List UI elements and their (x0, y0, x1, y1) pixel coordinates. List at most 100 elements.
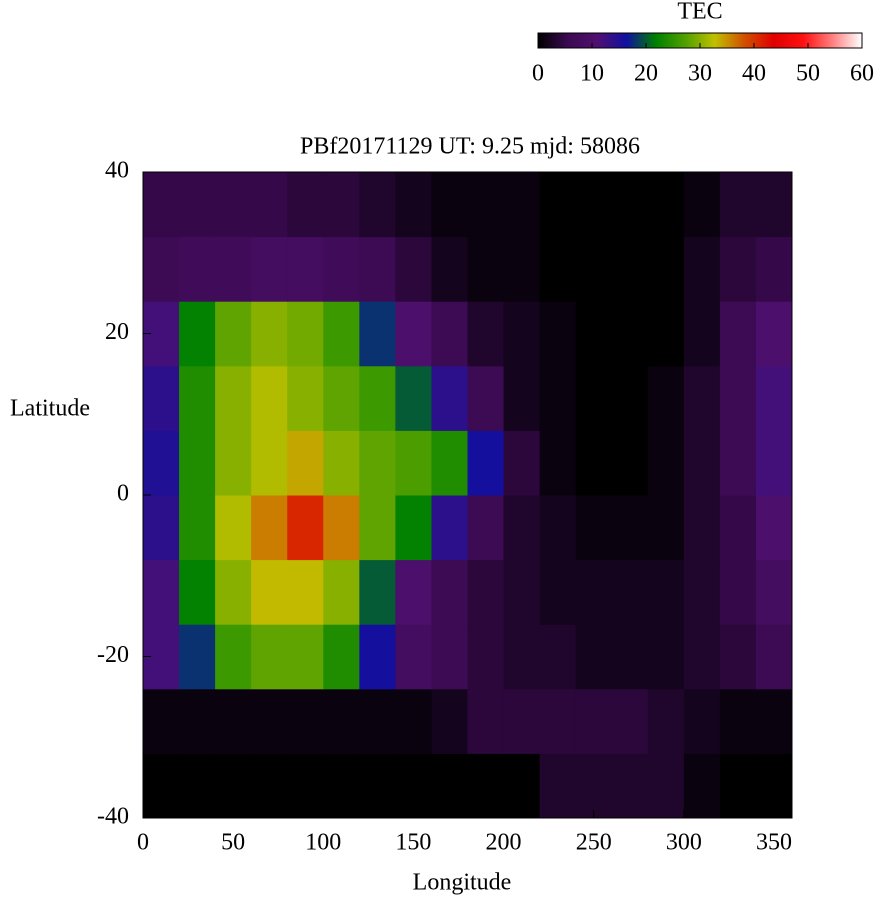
heatmap-cell (359, 495, 396, 561)
heatmap-cell (467, 236, 505, 302)
heatmap-cell (215, 495, 252, 561)
heatmap-cell (539, 624, 577, 690)
heatmap-cell (719, 430, 757, 496)
heatmap-cell (647, 236, 685, 302)
heatmap-cell (431, 753, 468, 819)
heatmap-cell (287, 559, 324, 625)
heatmap-cell (755, 559, 793, 625)
heatmap-cell (647, 301, 685, 367)
heatmap-cell (539, 430, 577, 496)
heatmap-cell (647, 495, 685, 561)
heatmap-cell (539, 495, 577, 561)
heatmap-cell (179, 430, 216, 496)
heatmap-cell (287, 624, 324, 690)
heatmap-cell (143, 236, 180, 302)
heatmap-cell (395, 236, 432, 302)
heatmap-cell (467, 301, 505, 367)
heatmap-cell (755, 495, 793, 561)
heatmap-cell (611, 753, 649, 819)
heatmap-cell (467, 753, 505, 819)
heatmap-cell (395, 753, 432, 819)
heatmap-cell (539, 172, 577, 238)
heatmap-cell (611, 430, 649, 496)
heatmap-cell (215, 301, 252, 367)
heatmap-cell (575, 430, 613, 496)
heatmap-cell (359, 365, 396, 431)
heatmap-cell (503, 559, 541, 625)
heatmap-cell (647, 624, 685, 690)
y-tick-label: -20 (97, 642, 129, 668)
heatmap-cell (431, 301, 468, 367)
heatmap-cell (215, 688, 252, 754)
heatmap-cell (431, 430, 468, 496)
heatmap-cell (431, 495, 468, 561)
heatmap-cell (647, 430, 685, 496)
heatmap-cell (431, 236, 468, 302)
heatmap-cell (395, 430, 432, 496)
heatmap-cell (575, 753, 613, 819)
heatmap-cell (287, 365, 324, 431)
heatmap-cell (503, 495, 541, 561)
heatmap-cell (755, 430, 793, 496)
heatmap-cell (179, 624, 216, 690)
heatmap-cell (611, 495, 649, 561)
heatmap-cell (323, 559, 360, 625)
heatmap-cell (575, 172, 613, 238)
heatmap-cell (287, 236, 324, 302)
heatmap-cell (503, 624, 541, 690)
heatmap-cell (251, 495, 288, 561)
heatmap-cell (251, 559, 288, 625)
heatmap-cell (611, 688, 649, 754)
heatmap-cell (359, 753, 396, 819)
heatmap-cell (719, 495, 757, 561)
colorbar-tick-label: 60 (850, 61, 874, 87)
heatmap-cell (215, 559, 252, 625)
heatmap-cell (683, 236, 721, 302)
heatmap-cell (575, 236, 613, 302)
colorbar-tick-label: 30 (688, 61, 712, 87)
heatmap-cell (467, 559, 505, 625)
heatmap-cell (143, 172, 180, 238)
heatmap-cell (431, 624, 468, 690)
heatmap-cell (719, 624, 757, 690)
heatmap-cell (683, 301, 721, 367)
y-axis-label: Latitude (10, 396, 90, 422)
x-tick-label: 0 (137, 830, 149, 856)
heatmap-cell (287, 688, 324, 754)
x-tick-label: 150 (395, 830, 431, 856)
y-tick-label: 20 (105, 319, 129, 345)
heatmap-cell (611, 236, 649, 302)
colorbar-tick-label: 40 (742, 61, 766, 87)
heatmap-cell (359, 236, 396, 302)
heatmap-cell (719, 559, 757, 625)
heatmap-cell (575, 559, 613, 625)
heatmap-cell (575, 365, 613, 431)
heatmap-cell (143, 430, 180, 496)
colorbar-title: TEC (677, 0, 722, 25)
heatmap-cell (683, 172, 721, 238)
heatmap-cell (179, 301, 216, 367)
heatmap-cell (467, 688, 505, 754)
heatmap-cell (647, 365, 685, 431)
heatmap-cell (647, 688, 685, 754)
heatmap-cell (503, 753, 541, 819)
heatmap-cell (539, 559, 577, 625)
heatmap-cell (251, 365, 288, 431)
y-tick-label: 40 (105, 158, 129, 184)
heatmap-cell (395, 172, 432, 238)
heatmap-cell (755, 365, 793, 431)
heatmap-cell (143, 559, 180, 625)
y-tick-label: 0 (117, 481, 129, 507)
heatmap-cell (251, 430, 288, 496)
heatmap-cell (575, 688, 613, 754)
heatmap-cell (323, 688, 360, 754)
heatmap-cell (503, 236, 541, 302)
heatmap-cell (395, 688, 432, 754)
heatmap-cell (755, 688, 793, 754)
heatmap-cell (683, 753, 721, 819)
heatmap-cell (683, 430, 721, 496)
heatmap-cell (719, 172, 757, 238)
heatmap-cell (755, 301, 793, 367)
heatmap-cell (539, 365, 577, 431)
